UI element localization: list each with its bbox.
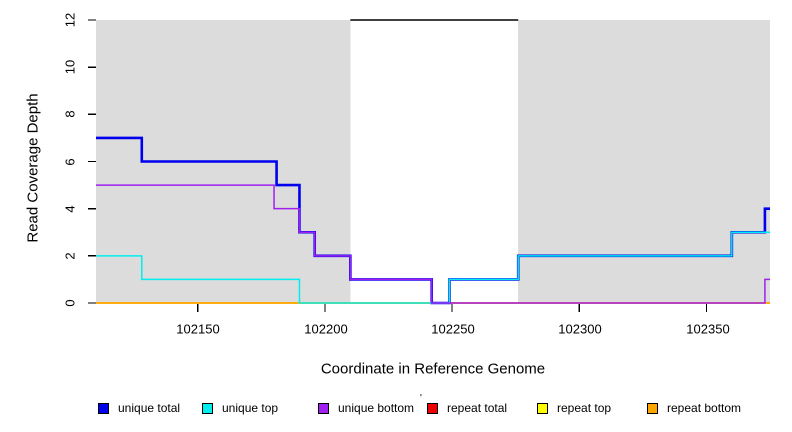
x-tick-label-102350: 102350 bbox=[686, 321, 730, 337]
unique-top-swatch-icon bbox=[202, 402, 213, 414]
shaded-repeat-region bbox=[518, 20, 770, 303]
y-tick-label-8: 8 bbox=[62, 110, 78, 118]
legend-label: repeat top bbox=[557, 401, 612, 415]
x-tick-label-102250: 102250 bbox=[431, 321, 475, 337]
legend-label: unique top bbox=[222, 401, 279, 415]
series-line-unique-bottom bbox=[96, 184, 770, 304]
series-line-unique-top bbox=[96, 231, 770, 304]
y-tick-label-10: 10 bbox=[62, 59, 78, 75]
unique-total-swatch-icon bbox=[98, 402, 109, 414]
legend-label: unique total bbox=[118, 401, 181, 415]
legend-label: unique bottom bbox=[338, 401, 415, 415]
y-tick-label-6: 6 bbox=[62, 158, 78, 166]
repeat-bottom-swatch-icon bbox=[647, 402, 658, 414]
x-tick-label-102200: 102200 bbox=[304, 321, 348, 337]
stray-mark: ' bbox=[420, 393, 422, 404]
x-tick-label-102150: 102150 bbox=[176, 321, 220, 337]
y-tick-label-0: 0 bbox=[62, 299, 78, 307]
repeat-total-swatch-icon bbox=[427, 402, 438, 414]
legend-item-repeat-total: repeat total bbox=[427, 400, 507, 416]
unique-bottom-swatch-icon bbox=[318, 402, 329, 414]
legend-item-unique-bottom: unique bottom bbox=[318, 400, 414, 416]
y-axis-title: Read Coverage Depth bbox=[24, 93, 42, 243]
repeat-top-swatch-icon bbox=[537, 402, 548, 414]
y-tick-label-4: 4 bbox=[62, 205, 78, 213]
legend-item-repeat-top: repeat top bbox=[537, 400, 611, 416]
x-axis-title: Coordinate in Reference Genome bbox=[320, 360, 546, 378]
legend-label: repeat total bbox=[447, 401, 508, 415]
legend-label: repeat bottom bbox=[667, 401, 742, 415]
y-tick-label-12: 12 bbox=[62, 12, 78, 28]
x-tick-label-102300: 102300 bbox=[558, 321, 602, 337]
legend-item-unique-total: unique total bbox=[98, 400, 180, 416]
legend-item-unique-top: unique top bbox=[202, 400, 278, 416]
legend-item-repeat-bottom: repeat bottom bbox=[647, 400, 741, 416]
y-tick-label-2: 2 bbox=[62, 252, 78, 260]
